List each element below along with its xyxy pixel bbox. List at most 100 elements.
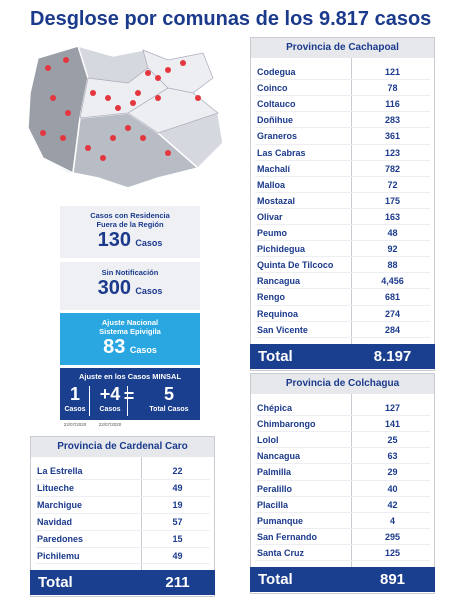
commune-cases: 125 — [384, 547, 401, 558]
ajuste-minsal-label: Ajuste en los Casos MINSAL — [78, 372, 182, 381]
row-line — [255, 431, 430, 433]
province-table: Provincia de Colchagua Chépica 127 Chimbaro… — [250, 373, 435, 594]
row-line — [255, 527, 430, 529]
commune-name: Machalí — [257, 163, 291, 174]
commune-name: Chépica — [257, 403, 293, 413]
commune-cases: 57 — [172, 516, 183, 527]
province-header: Provincia de Colchagua — [251, 374, 434, 394]
commune-name: Rengo — [257, 292, 285, 303]
row-line — [255, 304, 430, 306]
province-table: Provincia de Cachapoal Codegua 121 Coinco 78… — [250, 37, 435, 371]
commune-name: Chimbarongo — [257, 419, 316, 430]
ajuste-nacional-unit: Casos — [129, 345, 157, 355]
commune-name: San Fernando — [257, 531, 318, 542]
commune-name: Quinta De Tilcoco — [257, 260, 334, 271]
row-line — [255, 143, 430, 145]
total-value: 891 — [379, 571, 406, 588]
row-line — [35, 495, 210, 497]
commune-name: Peralillo — [257, 483, 293, 494]
commune-cases: 63 — [387, 451, 398, 462]
minsal-unit: Casos — [64, 406, 86, 413]
row-line — [35, 478, 210, 480]
row-line — [255, 288, 430, 290]
row-line — [255, 224, 430, 225]
commune-name: Graneros — [257, 131, 298, 142]
province-table: Provincia de Cardenal Caro La Estrella 22 L… — [30, 436, 215, 597]
commune-cases: 19 — [172, 499, 183, 510]
province-header: Provincia de Cachapoal — [251, 38, 434, 58]
row-line — [255, 543, 430, 545]
row-line — [255, 479, 430, 481]
commune-name: Peumo — [257, 228, 288, 238]
commune-name: Palmilla — [257, 467, 292, 478]
sin-notificacion-label: Sin Notificación — [101, 268, 159, 277]
map-communes — [79, 49, 219, 134]
row-line — [255, 495, 430, 497]
minsal-date: 22/07/2020 — [63, 422, 87, 427]
commune-cases: 361 — [384, 131, 401, 142]
sin-notificacion-unit: Casos — [135, 286, 163, 296]
commune-cases: 121 — [384, 67, 401, 77]
commune-cases: 4 — [389, 515, 395, 526]
commune-cases: 29 — [387, 467, 398, 478]
residencia-value: 130 — [97, 229, 131, 251]
total-value: 211 — [165, 574, 190, 592]
ajuste-nacional-value: 83 — [103, 336, 126, 358]
minsal-value: +4 — [99, 384, 121, 404]
commune-name: Paredones — [37, 533, 84, 544]
column-divider — [141, 457, 142, 571]
row-line — [255, 240, 430, 242]
row-line — [35, 512, 210, 514]
commune-cases: 782 — [384, 163, 401, 174]
ajuste-minsal-box: Ajuste en los Casos MINSAL = 1 Casos +4 Cas… — [60, 368, 200, 420]
commune-name: Las Cabras — [257, 147, 306, 158]
commune-name: San Vicente — [257, 324, 308, 335]
commune-cases: 78 — [387, 83, 398, 94]
commune-name: Requinoa — [257, 308, 299, 319]
row-line — [255, 256, 430, 258]
residencia-label: Casos con Residencia Fuera de la Región — [90, 211, 170, 229]
minsal-value: 1 — [69, 384, 80, 404]
total-row: Total 8.197 — [250, 343, 435, 369]
row-line — [255, 463, 430, 465]
row-line — [255, 320, 430, 322]
total-value: 8.197 — [373, 347, 412, 365]
commune-cases: 48 — [387, 228, 398, 238]
commune-cases: 92 — [387, 244, 398, 255]
commune-name: Marchigue — [37, 499, 83, 510]
commune-name: La Estrella — [37, 466, 83, 476]
commune-name: Coltauco — [257, 99, 296, 110]
commune-name: Placilla — [257, 499, 289, 510]
commune-cases: 40 — [387, 483, 398, 494]
row-line — [255, 127, 430, 129]
row-line — [255, 272, 430, 274]
map — [27, 45, 224, 189]
commune-cases: 295 — [384, 531, 401, 542]
commune-cases: 49 — [172, 482, 183, 493]
ajuste-nacional-label: Ajuste Nacional Sistema Epivigila — [99, 318, 161, 336]
row-line — [255, 159, 430, 161]
commune-cases: 72 — [387, 179, 398, 190]
commune-cases: 4,456 — [381, 276, 404, 287]
commune-name: Santa Cruz — [257, 547, 305, 558]
row-line — [255, 191, 430, 193]
row-line — [255, 336, 430, 338]
residencia-box: Casos con Residencia Fuera de la Región … — [60, 206, 200, 258]
total-label: Total — [38, 574, 73, 592]
total-row: Total 891 — [250, 567, 435, 592]
row-line — [255, 79, 430, 81]
commune-name: Codegua — [257, 67, 296, 77]
row-line — [255, 447, 430, 449]
commune-cases: 127 — [384, 403, 401, 413]
minsal-divider — [89, 386, 90, 416]
total-row: Total 211 — [30, 570, 215, 596]
row-line — [35, 529, 210, 531]
commune-cases: 163 — [384, 211, 401, 222]
commune-name: Nancagua — [257, 451, 301, 462]
commune-name: Pumanque — [257, 515, 304, 526]
commune-name: Olivar — [257, 211, 283, 222]
residencia-unit: Casos — [135, 238, 163, 248]
minsal-unit: Casos — [99, 406, 121, 413]
commune-name: Rancagua — [257, 276, 301, 287]
total-label: Total — [258, 347, 293, 365]
